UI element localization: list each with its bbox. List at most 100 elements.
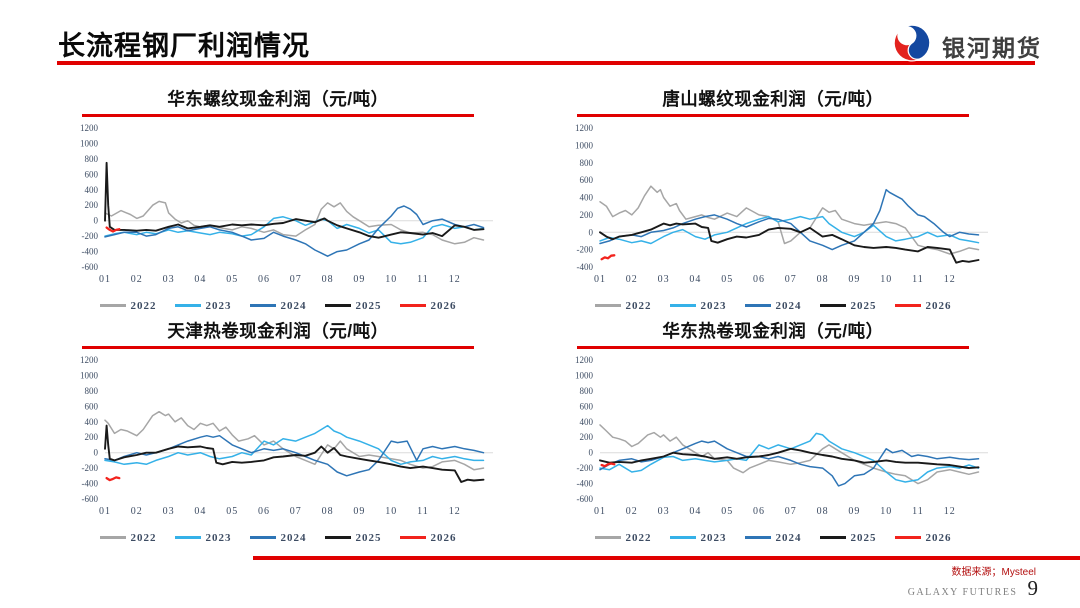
legend-item-2023: 2023 (669, 299, 727, 312)
legend-label: 2023 (205, 531, 232, 544)
svg-text:07: 07 (785, 274, 797, 285)
svg-text:400: 400 (580, 192, 594, 202)
legend-item-2025: 2025 (324, 299, 382, 312)
svg-text:-400: -400 (577, 262, 594, 272)
data-source-note: 数据来源；Mysteel (951, 567, 1036, 578)
svg-text:08: 08 (817, 274, 829, 285)
chart-title-underline (82, 114, 474, 117)
legend-label: 2024 (280, 531, 307, 544)
svg-text:200: 200 (580, 209, 594, 219)
svg-text:200: 200 (580, 432, 594, 442)
svg-text:02: 02 (131, 274, 143, 285)
chart-title: 天津热卷现金利润（元/吨） (167, 321, 389, 341)
chart-card-huadong-rebar: 华东螺纹现金利润（元/吨） 1200 1000 800 600 400 200 0 -200 -… (53, 86, 503, 312)
svg-text:05: 05 (226, 506, 238, 517)
legend-label: 2026 (430, 531, 457, 544)
logo: 银河期货 (891, 22, 1042, 69)
legend-swatch (249, 536, 276, 539)
legend-swatch (894, 536, 921, 539)
legend-item-2025: 2025 (324, 531, 382, 544)
legend-swatch (174, 536, 201, 539)
legend-item-2026: 2026 (399, 299, 457, 312)
legend-swatch (669, 304, 696, 307)
legend-swatch (594, 304, 621, 307)
footer-brand: GALAXY FUTURES 9 (908, 576, 1038, 601)
legend-swatch (669, 536, 696, 539)
svg-text:05: 05 (721, 274, 733, 285)
svg-text:400: 400 (85, 184, 99, 194)
legend-swatch (174, 304, 201, 307)
legend-label: 2023 (700, 299, 727, 312)
legend-swatch (894, 304, 921, 307)
chart-title-underline (577, 114, 969, 117)
svg-text:11: 11 (912, 274, 924, 285)
legend-label: 2025 (355, 531, 382, 544)
logo-text: 银河期货 (942, 34, 1042, 61)
svg-text:200: 200 (85, 200, 99, 210)
svg-text:02: 02 (131, 506, 143, 517)
legend-label: 2026 (430, 299, 457, 312)
svg-text:10: 10 (385, 506, 397, 517)
svg-text:1000: 1000 (80, 138, 99, 148)
svg-text:1200: 1200 (80, 123, 99, 133)
legend-label: 2022 (625, 299, 652, 312)
svg-text:10: 10 (880, 274, 892, 285)
svg-text:0: 0 (94, 447, 99, 457)
legend-item-2022: 2022 (594, 299, 652, 312)
chart-card-tianjin-hrc: 天津热卷现金利润（元/吨） 1200 1000 800 600 400 200 0 -200 -… (53, 318, 503, 544)
svg-text:01: 01 (594, 274, 606, 285)
chart-title: 华东热卷现金利润（元/吨） (662, 321, 884, 341)
chart-title: 华东螺纹现金利润（元/吨） (167, 89, 389, 109)
legend-swatch (399, 536, 426, 539)
svg-text:11: 11 (912, 506, 924, 517)
svg-text:11: 11 (417, 506, 429, 517)
chart-title: 唐山螺纹现金利润（元/吨） (662, 89, 884, 109)
svg-text:800: 800 (580, 157, 594, 167)
svg-text:1000: 1000 (80, 370, 99, 380)
legend-swatch (99, 536, 126, 539)
svg-text:1200: 1200 (575, 355, 594, 365)
svg-text:800: 800 (85, 385, 99, 395)
svg-text:08: 08 (322, 506, 334, 517)
svg-text:0: 0 (589, 227, 594, 237)
svg-text:12: 12 (944, 274, 956, 285)
legend-swatch (324, 536, 351, 539)
legend-label: 2022 (625, 531, 652, 544)
svg-text:06: 06 (753, 506, 765, 517)
legend-item-2022: 2022 (594, 531, 652, 544)
legend-item-2022: 2022 (99, 532, 157, 544)
legend-item-2024: 2024 (744, 532, 802, 544)
legend-item-2024: 2024 (249, 300, 307, 312)
svg-text:10: 10 (385, 274, 397, 285)
svg-text:400: 400 (85, 416, 99, 426)
legend-label: 2023 (700, 531, 727, 544)
header-divider (57, 61, 1035, 65)
svg-text:02: 02 (626, 274, 638, 285)
legend-swatch (99, 304, 126, 307)
svg-text:11: 11 (417, 274, 429, 285)
footer-brand-text: GALAXY FUTURES (907, 587, 1018, 598)
legend-item-2024: 2024 (249, 531, 307, 544)
legend-label: 2022 (130, 299, 157, 312)
svg-text:09: 09 (848, 274, 860, 285)
legend-label: 2025 (355, 299, 382, 312)
legend-item-2023: 2023 (174, 531, 232, 544)
svg-text:600: 600 (580, 175, 594, 185)
svg-text:05: 05 (226, 274, 238, 285)
svg-text:600: 600 (85, 169, 99, 179)
legend-item-2025: 2025 (819, 300, 877, 312)
galaxy-swirl-icon (891, 22, 933, 69)
legend-item-2022: 2022 (99, 299, 157, 312)
chart-legend: 2022 2023 2024 2025 2026 (53, 532, 503, 544)
svg-text:07: 07 (290, 274, 302, 285)
legend-label: 2024 (775, 299, 802, 312)
chart-title-underline (82, 346, 474, 349)
svg-text:-600: -600 (577, 494, 594, 504)
legend-item-2024: 2024 (744, 299, 802, 312)
chart-title-underline (577, 346, 969, 349)
svg-text:01: 01 (99, 274, 111, 285)
svg-text:04: 04 (194, 506, 206, 517)
svg-text:04: 04 (689, 274, 701, 285)
